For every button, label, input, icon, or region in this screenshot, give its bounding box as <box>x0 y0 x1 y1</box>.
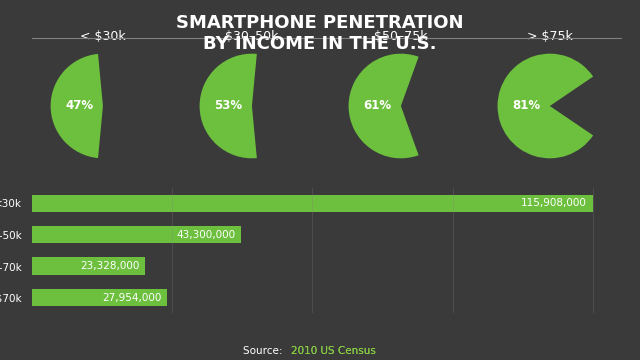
Title: < $30k: < $30k <box>80 30 125 43</box>
Text: 2010 US Census: 2010 US Census <box>291 346 376 356</box>
Text: 43,300,000: 43,300,000 <box>177 230 236 240</box>
Title: $30–50k: $30–50k <box>225 30 278 43</box>
Text: SMARTPHONE PENETRATION
BY INCOME IN THE U.S.: SMARTPHONE PENETRATION BY INCOME IN THE … <box>176 14 464 53</box>
Title: > $75k: > $75k <box>527 30 573 43</box>
Text: Source:: Source: <box>243 346 286 356</box>
Text: 61%: 61% <box>364 99 392 112</box>
Text: 2010 US Census: 2010 US Census <box>291 346 376 356</box>
Bar <box>32 195 593 212</box>
Text: 27,954,000: 27,954,000 <box>102 293 162 302</box>
Wedge shape <box>51 54 103 158</box>
Text: 47%: 47% <box>65 99 93 112</box>
Wedge shape <box>200 54 257 158</box>
Wedge shape <box>497 54 593 158</box>
Text: 23,328,000: 23,328,000 <box>80 261 140 271</box>
Bar <box>32 257 145 275</box>
Wedge shape <box>349 54 419 158</box>
Text: 53%: 53% <box>214 99 243 112</box>
Bar <box>32 289 167 306</box>
Bar <box>32 226 241 243</box>
Title: $50–75k: $50–75k <box>374 30 428 43</box>
Text: 115,908,000: 115,908,000 <box>521 198 587 208</box>
Text: 81%: 81% <box>512 99 540 112</box>
